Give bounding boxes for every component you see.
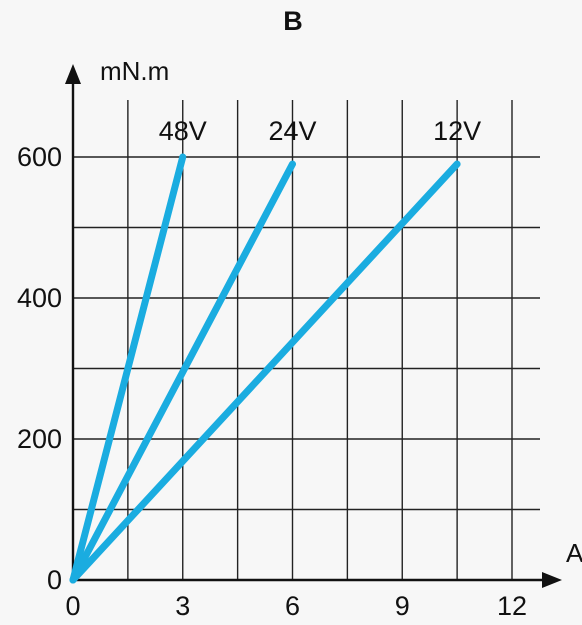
- x-tick-label: 0: [65, 591, 80, 621]
- y-tick-label: 200: [17, 424, 62, 454]
- series-label-12v: 12V: [433, 116, 481, 146]
- y-tick-label: 400: [17, 283, 62, 313]
- y-axis-label: mN.m: [100, 56, 169, 86]
- series-line-12v: [69, 160, 461, 584]
- x-tick-label: 9: [395, 591, 410, 621]
- chart-title: B: [283, 6, 303, 36]
- y-tick-label: 600: [17, 142, 62, 172]
- series-line-48v: [69, 153, 187, 584]
- labels: 48V 24V 12V 0 3 6 9 12 0 200 400 600 mN.m A B: [17, 6, 582, 621]
- y-tick-label: 0: [47, 565, 62, 595]
- grid: [73, 100, 540, 580]
- x-tick-label: 6: [285, 591, 300, 621]
- x-tick-label: 3: [175, 591, 190, 621]
- x-axis-label: A: [566, 538, 582, 568]
- x-axis-arrow-icon: [542, 572, 562, 588]
- series-line-24v: [69, 160, 296, 584]
- series-label-24v: 24V: [268, 116, 316, 146]
- x-tick-label: 12: [497, 591, 527, 621]
- series-label-48v: 48V: [159, 116, 207, 146]
- series-lines: [69, 153, 461, 584]
- y-axis-arrow-icon: [65, 64, 81, 84]
- axes: [65, 64, 562, 588]
